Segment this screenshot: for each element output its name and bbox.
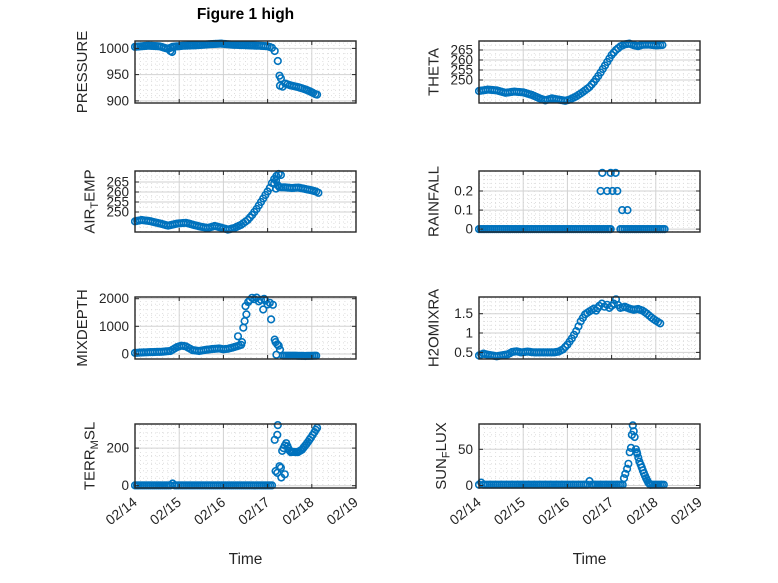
subplot-rainfall: 0 0.1 0.2 RAINFALL xyxy=(426,166,701,237)
axes-box xyxy=(478,40,701,104)
data-markers-h2omixra xyxy=(475,295,665,361)
svg-text:255: 255 xyxy=(106,195,129,210)
y-axis-label-h2omixra: H2OMIXRA xyxy=(426,289,443,367)
axes-box xyxy=(134,170,357,233)
minor-grid xyxy=(479,297,700,359)
minor-grid xyxy=(479,171,700,232)
minor-grid xyxy=(135,171,356,232)
svg-text:02/15: 02/15 xyxy=(491,494,529,528)
svg-text:02/16: 02/16 xyxy=(535,494,573,528)
svg-text:200: 200 xyxy=(106,441,129,456)
y-tick-labels: 900 950 1000 xyxy=(99,41,129,109)
svg-text:0: 0 xyxy=(465,222,473,237)
major-grid xyxy=(479,171,700,232)
svg-text:950: 950 xyxy=(106,67,129,82)
y-tick-labels: 0 1000 2000 xyxy=(99,291,129,361)
svg-text:0.2: 0.2 xyxy=(454,184,473,199)
y-tick-labels: 0.5 1 1.5 xyxy=(454,306,473,360)
svg-text:0: 0 xyxy=(121,478,129,493)
subplot-mixdepth: 0 1000 2000 MIXDEPTH xyxy=(74,289,357,367)
svg-text:02/15: 02/15 xyxy=(147,494,185,528)
minor-grid xyxy=(479,41,700,103)
y-axis-label-rainfall: RAINFALL xyxy=(426,166,443,237)
minor-grid xyxy=(479,424,700,488)
svg-text:265: 265 xyxy=(450,43,473,58)
svg-text:02/19: 02/19 xyxy=(667,494,705,528)
svg-text:02/18: 02/18 xyxy=(279,494,317,528)
y-axis-label-airtemp: AIRTEMP xyxy=(82,169,102,233)
svg-text:900: 900 xyxy=(106,93,129,108)
axes-box xyxy=(134,423,357,489)
svg-text:255: 255 xyxy=(450,63,473,78)
svg-text:250: 250 xyxy=(106,205,129,220)
axes-box xyxy=(478,423,701,489)
svg-text:0: 0 xyxy=(465,478,473,493)
major-grid xyxy=(479,41,700,103)
svg-text:02/16: 02/16 xyxy=(191,494,229,528)
major-grid xyxy=(479,297,700,359)
svg-text:260: 260 xyxy=(106,185,129,200)
y-axis-label-mixdepth: MIXDEPTH xyxy=(74,289,91,367)
data-markers-terrmsl xyxy=(131,421,322,490)
data-markers-pressure xyxy=(131,39,322,99)
svg-text:02/14: 02/14 xyxy=(102,494,140,528)
y-axis-label-sunflux: SUNFLUX xyxy=(433,422,453,490)
x-tick-labels: 02/14 02/15 02/16 02/17 02/18 02/19 xyxy=(446,494,705,528)
y-tick-labels: 0 0.1 0.2 xyxy=(454,184,473,237)
svg-text:02/17: 02/17 xyxy=(235,494,273,528)
svg-text:0.1: 0.1 xyxy=(454,203,473,218)
svg-text:02/14: 02/14 xyxy=(446,494,484,528)
svg-text:0: 0 xyxy=(121,347,129,362)
y-axis-label-theta: THETA xyxy=(426,48,443,96)
subplot-h2omixra: 0.5 1 1.5 H2OMIXRA xyxy=(426,289,701,367)
svg-text:250: 250 xyxy=(450,73,473,88)
figure-title: Figure 1 high xyxy=(196,6,295,23)
svg-text:1: 1 xyxy=(465,326,473,341)
subplot-pressure: 900 950 1000 PRESSURE xyxy=(74,31,357,114)
x-axis-label-time: Time xyxy=(573,551,607,568)
axes-box xyxy=(478,170,701,233)
svg-text:02/19: 02/19 xyxy=(323,494,361,528)
y-axis-label-terrmsl: TERRMSL xyxy=(82,422,102,490)
y-tick-labels: 0 200 xyxy=(106,441,129,494)
axes-box xyxy=(478,296,701,360)
minor-grid xyxy=(135,424,356,488)
svg-text:02/17: 02/17 xyxy=(579,494,617,528)
svg-text:1000: 1000 xyxy=(99,41,129,56)
svg-text:50: 50 xyxy=(458,442,473,457)
x-axis-label-time: Time xyxy=(229,551,263,568)
svg-text:0.5: 0.5 xyxy=(454,345,473,360)
svg-text:260: 260 xyxy=(450,53,473,68)
svg-text:1000: 1000 xyxy=(99,319,129,334)
y-axis-label-pressure: PRESSURE xyxy=(74,31,91,114)
svg-text:2000: 2000 xyxy=(99,291,129,306)
svg-text:1.5: 1.5 xyxy=(454,306,473,321)
svg-text:265: 265 xyxy=(106,175,129,190)
axes-box xyxy=(134,40,357,104)
svg-text:02/18: 02/18 xyxy=(623,494,661,528)
subplot-sunflux: 0 50 SUNFLUX 02/14 02/15 02/16 02/17 02/18 02/19… xyxy=(433,421,705,568)
x-tick-labels: 02/14 02/15 02/16 02/17 02/18 02/19 xyxy=(102,494,361,528)
axes-box xyxy=(134,296,357,360)
y-tick-labels: 0 50 xyxy=(458,442,473,493)
